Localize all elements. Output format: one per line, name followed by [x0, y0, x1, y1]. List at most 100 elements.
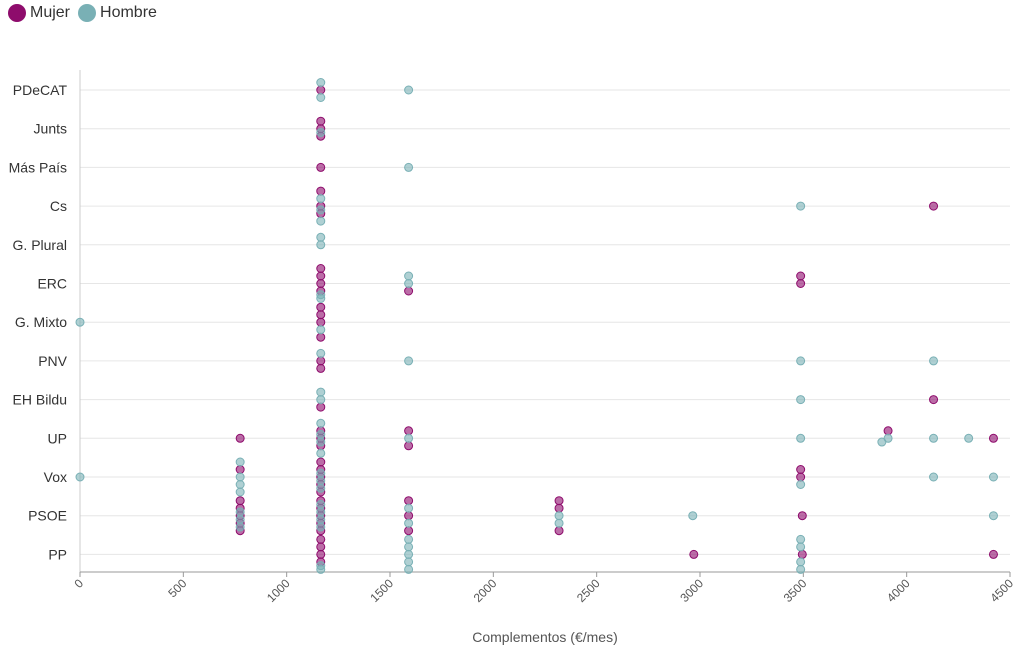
x-tick-label: 3500 — [781, 576, 810, 605]
data-point — [796, 542, 806, 552]
data-point — [316, 194, 326, 204]
data-point — [883, 426, 893, 436]
y-tick-label: UP — [48, 430, 67, 446]
data-point — [316, 232, 326, 242]
data-point — [554, 526, 564, 536]
legend-item-hombre[interactable]: Hombre — [78, 4, 157, 22]
data-point — [316, 507, 326, 517]
x-tick-label: 1000 — [264, 576, 293, 605]
x-tick-label: 2500 — [574, 576, 603, 605]
y-tick-label: Cs — [50, 198, 67, 214]
data-point — [404, 162, 414, 172]
data-point — [316, 564, 326, 574]
data-point — [404, 511, 414, 521]
data-point — [316, 302, 326, 312]
data-point — [235, 522, 245, 532]
x-tick-label: 3000 — [677, 576, 706, 605]
y-tick-label: PNV — [38, 353, 67, 369]
y-tick-label: PDeCAT — [13, 82, 68, 98]
data-point — [404, 85, 414, 95]
legend-swatch-mujer — [8, 4, 26, 22]
data-point — [404, 564, 414, 574]
data-point — [316, 514, 326, 524]
data-point — [316, 127, 326, 137]
data-point — [929, 395, 939, 405]
data-point — [75, 472, 85, 482]
data-point — [316, 186, 326, 196]
data-point — [404, 518, 414, 528]
data-point — [404, 279, 414, 288]
data-point — [316, 356, 326, 366]
data-point — [316, 363, 326, 373]
data-point — [554, 496, 564, 506]
data-point — [404, 356, 414, 366]
data-point — [316, 387, 326, 397]
data-point — [235, 465, 245, 474]
data-point — [929, 433, 939, 443]
data-point — [316, 317, 326, 327]
data-point — [235, 514, 245, 524]
data-point — [688, 511, 698, 521]
data-point — [796, 480, 806, 489]
data-point — [689, 549, 699, 559]
data-point — [796, 201, 806, 211]
data-point — [235, 507, 245, 517]
legend-label-hombre: Hombre — [100, 4, 157, 21]
data-point — [554, 518, 564, 528]
data-point — [316, 468, 326, 478]
data-point — [316, 205, 326, 215]
data-point — [404, 441, 414, 451]
data-point — [929, 356, 939, 366]
data-point — [316, 93, 326, 102]
data-point — [316, 522, 326, 532]
data-point — [796, 472, 806, 482]
data-point — [988, 433, 998, 443]
data-point — [316, 240, 326, 250]
data-point — [316, 325, 326, 335]
data-point — [988, 511, 998, 521]
y-tick-label: G. Plural — [13, 237, 67, 253]
y-tick-label: ERC — [37, 276, 67, 292]
data-point — [404, 433, 414, 443]
data-point — [796, 356, 806, 366]
data-point — [316, 348, 326, 358]
data-point — [796, 271, 806, 281]
data-point — [316, 402, 326, 412]
data-point — [796, 564, 806, 574]
y-tick-label: Más País — [9, 159, 67, 175]
data-point — [404, 557, 414, 567]
data-point — [316, 271, 326, 281]
y-tick-label: Junts — [34, 121, 67, 137]
data-point — [554, 511, 564, 521]
x-axis-title: Complementos (€/mes) — [472, 629, 618, 645]
data-point — [404, 534, 414, 544]
data-point — [316, 457, 326, 467]
data-point — [797, 511, 807, 521]
data-point — [316, 162, 326, 172]
data-point — [404, 426, 414, 436]
data-point — [796, 557, 806, 567]
x-tick-label: 0 — [71, 576, 86, 591]
y-tick-label: G. Mixto — [15, 314, 67, 330]
x-tick-label: 4000 — [884, 576, 913, 605]
y-tick-label: EH Bildu — [13, 392, 67, 408]
data-point — [235, 433, 245, 443]
data-point — [929, 201, 939, 211]
data-point — [316, 395, 326, 405]
y-tick-label: PSOE — [28, 508, 67, 524]
data-point — [316, 549, 326, 559]
legend-item-mujer[interactable]: Mujer — [8, 4, 70, 22]
data-point — [964, 433, 974, 443]
data-point — [929, 472, 939, 482]
data-point — [796, 433, 806, 443]
data-point — [316, 78, 326, 87]
x-tick-label: 500 — [165, 576, 189, 600]
data-point — [316, 294, 326, 303]
y-tick-label: Vox — [44, 469, 67, 485]
y-tick-label: PP — [48, 546, 67, 562]
data-point — [404, 542, 414, 552]
data-point — [796, 465, 806, 474]
data-point — [404, 271, 414, 281]
data-point — [316, 476, 326, 486]
